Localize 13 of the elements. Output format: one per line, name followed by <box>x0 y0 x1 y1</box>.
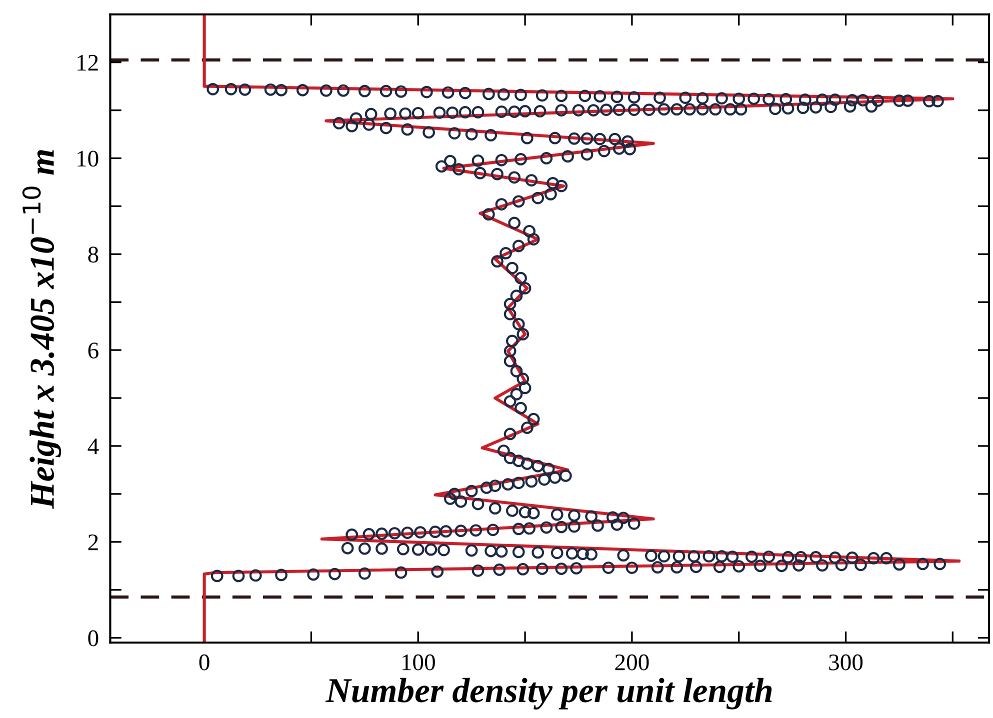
y-tick-label: 10 <box>78 150 98 167</box>
x-tick-label: 300 <box>829 654 863 670</box>
y-tick-label: 12 <box>78 54 98 71</box>
x-tick-label: 200 <box>615 654 649 670</box>
x-tick-label: 100 <box>402 654 435 670</box>
y-tick-label: 2 <box>88 534 98 550</box>
y-tick-label: 8 <box>88 246 98 263</box>
x-axis-title: Number density per unit length <box>326 678 772 710</box>
y-tick-label: 4 <box>88 438 99 454</box>
x-tick-label: 0 <box>199 654 210 670</box>
y-tick-label: 6 <box>88 342 98 358</box>
y-tick-label: 0 <box>88 630 98 646</box>
y-axis-title: Height x 3.405 x10$^{−10}$ m <box>22 150 62 509</box>
